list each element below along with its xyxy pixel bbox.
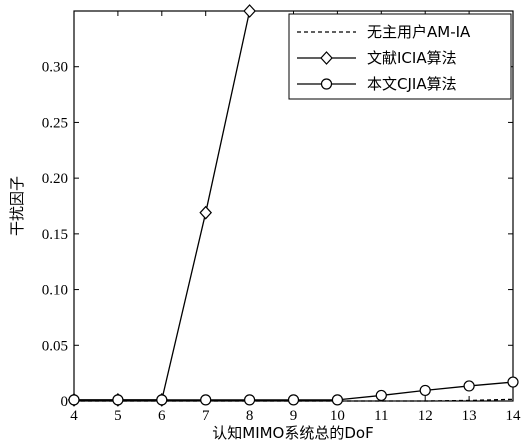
- x-tick-label: 7: [202, 408, 210, 424]
- data-point-circle: [287, 394, 300, 406]
- y-axis-label: 干扰因子: [8, 176, 26, 236]
- y-tick-label: 0.25: [42, 115, 68, 131]
- data-point-circle: [156, 394, 168, 406]
- data-point-circle: [244, 394, 256, 406]
- legend-label-cjia: 本文CJIA算法: [367, 75, 457, 93]
- x-tick-label: 4: [70, 408, 78, 424]
- data-point-diamond: [199, 205, 213, 220]
- x-tick-label: 6: [158, 408, 166, 424]
- data-point-diamond: [243, 4, 256, 18]
- data-point-circle: [331, 394, 343, 406]
- x-tick-label: 12: [418, 408, 433, 424]
- x-tick-label: 13: [462, 408, 477, 424]
- y-tick-label: 0: [61, 394, 69, 410]
- y-tick-label: 0.10: [42, 283, 68, 299]
- data-point-circle: [419, 384, 431, 397]
- y-tick-label: 0.20: [42, 171, 68, 187]
- legend-label-am-ia: 无主用户AM-IA: [367, 23, 471, 41]
- y-tick-label: 0.15: [42, 227, 68, 243]
- data-point-circle: [68, 394, 80, 406]
- x-tick-label: 10: [330, 408, 345, 424]
- y-tick-label: 0.30: [42, 60, 68, 76]
- legend: 无主用户AM-IA 文献ICIA算法 本文CJIA算法: [288, 13, 512, 100]
- data-point-circle: [463, 380, 475, 392]
- x-tick-label: 11: [374, 408, 388, 424]
- x-axis-label: 认知MIMO系统总的DoF: [212, 424, 373, 442]
- y-tick-label: 0.05: [42, 338, 68, 354]
- data-point-circle: [112, 394, 124, 406]
- series-layer: [67, 4, 519, 407]
- x-tick-label: 9: [290, 408, 298, 424]
- legend-marker-diamond: [320, 51, 333, 65]
- data-point-circle: [200, 394, 212, 406]
- legend-marker-circle: [320, 78, 333, 90]
- x-tick-label: 14: [506, 408, 522, 424]
- data-point-circle: [507, 376, 519, 388]
- data-point-circle: [375, 389, 387, 402]
- x-tick-label: 5: [114, 408, 122, 424]
- legend-label-icia: 文献ICIA算法: [367, 49, 457, 67]
- x-tick-label: 8: [246, 408, 254, 424]
